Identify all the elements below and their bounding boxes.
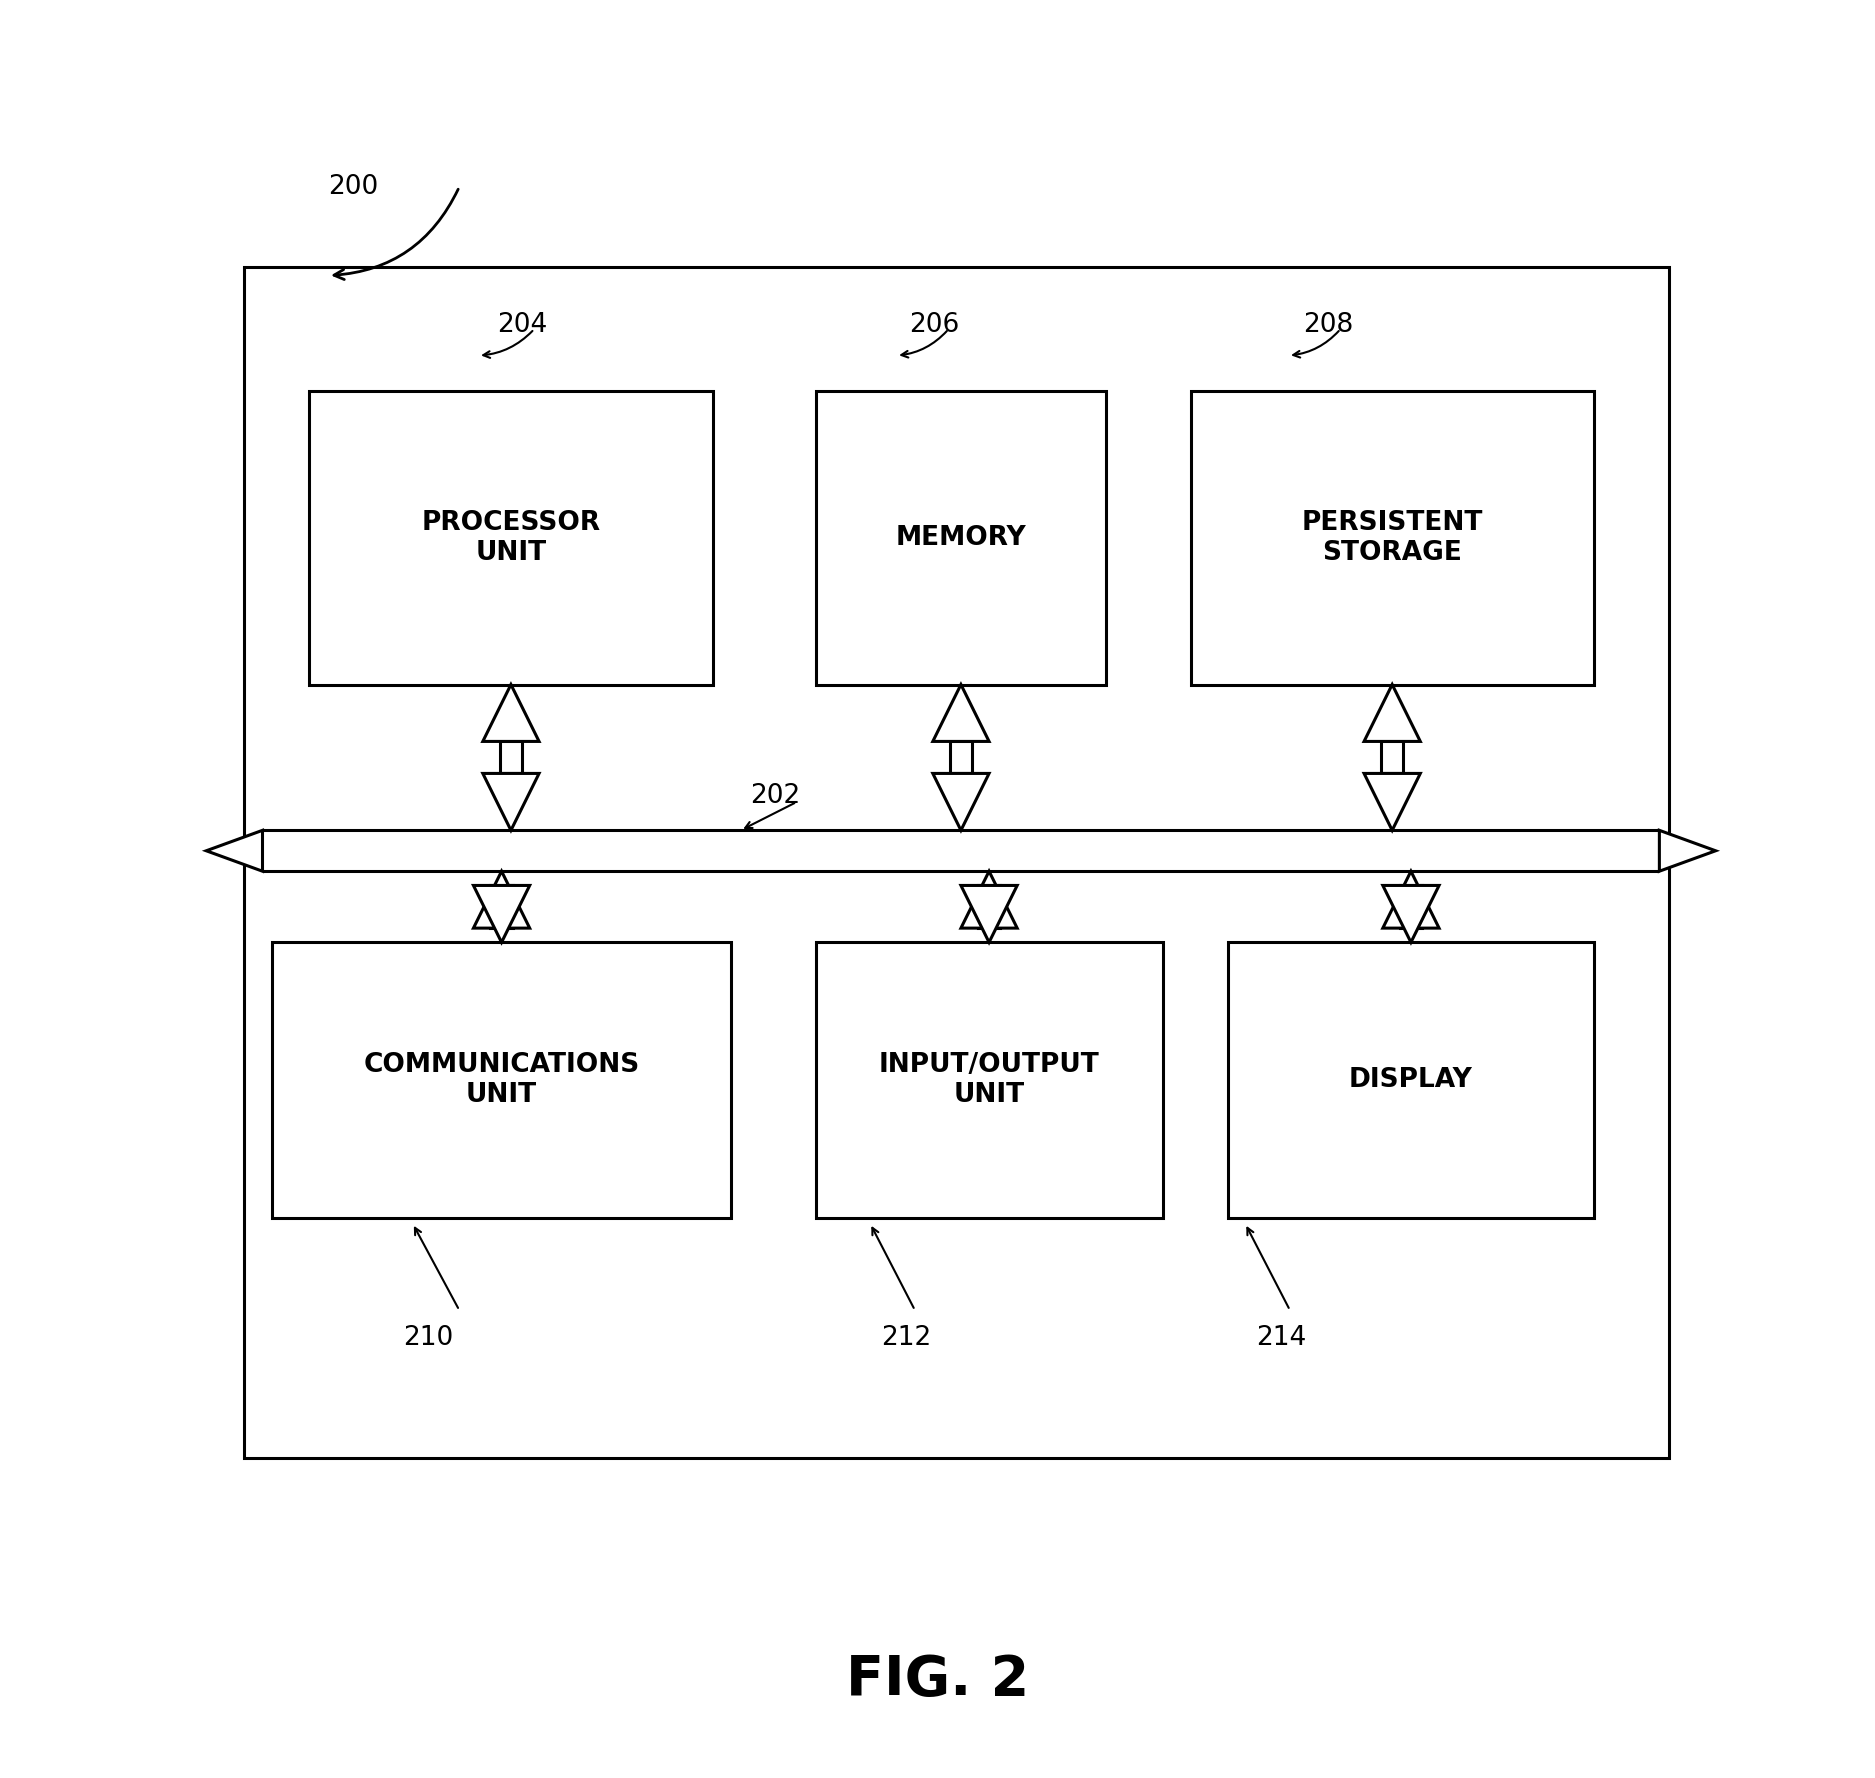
Bar [244, 267, 1669, 1458]
Text: 206: 206 [909, 311, 960, 338]
Text: 210: 210 [403, 1325, 454, 1351]
Text: COMMUNICATIONS
UNIT: COMMUNICATIONS UNIT [364, 1053, 639, 1108]
Polygon shape [484, 773, 540, 830]
Bar [1399, 885, 1423, 928]
Bar [949, 741, 971, 773]
Polygon shape [932, 773, 990, 830]
Bar [489, 885, 514, 928]
Bar [1228, 942, 1594, 1218]
Polygon shape [472, 871, 531, 928]
Polygon shape [932, 685, 990, 741]
Bar [1380, 741, 1402, 773]
Polygon shape [1365, 773, 1421, 830]
Polygon shape [1384, 871, 1440, 928]
Text: 202: 202 [750, 782, 801, 809]
Text: MEMORY: MEMORY [896, 525, 1026, 551]
Polygon shape [484, 685, 540, 741]
Polygon shape [1365, 685, 1421, 741]
Text: 200: 200 [328, 174, 379, 199]
Text: FIG. 2: FIG. 2 [846, 1654, 1029, 1707]
Polygon shape [960, 885, 1016, 942]
Text: 212: 212 [881, 1325, 932, 1351]
Text: PROCESSOR
UNIT: PROCESSOR UNIT [422, 510, 600, 565]
Text: 208: 208 [1303, 311, 1354, 338]
Text: INPUT/OUTPUT
UNIT: INPUT/OUTPUT UNIT [879, 1053, 1099, 1108]
Bar [816, 391, 1106, 685]
Polygon shape [1659, 830, 1716, 871]
Polygon shape [206, 830, 262, 871]
Polygon shape [472, 885, 531, 942]
Text: DISPLAY: DISPLAY [1348, 1067, 1474, 1093]
Polygon shape [1384, 885, 1440, 942]
Bar [499, 741, 521, 773]
Polygon shape [960, 871, 1016, 928]
Text: 214: 214 [1256, 1325, 1307, 1351]
Bar [979, 885, 1001, 928]
Bar [816, 942, 1162, 1218]
Bar [309, 391, 712, 685]
Text: 204: 204 [497, 311, 548, 338]
Text: PERSISTENT
STORAGE: PERSISTENT STORAGE [1301, 510, 1483, 565]
Bar [272, 942, 731, 1218]
Bar [1191, 391, 1594, 685]
